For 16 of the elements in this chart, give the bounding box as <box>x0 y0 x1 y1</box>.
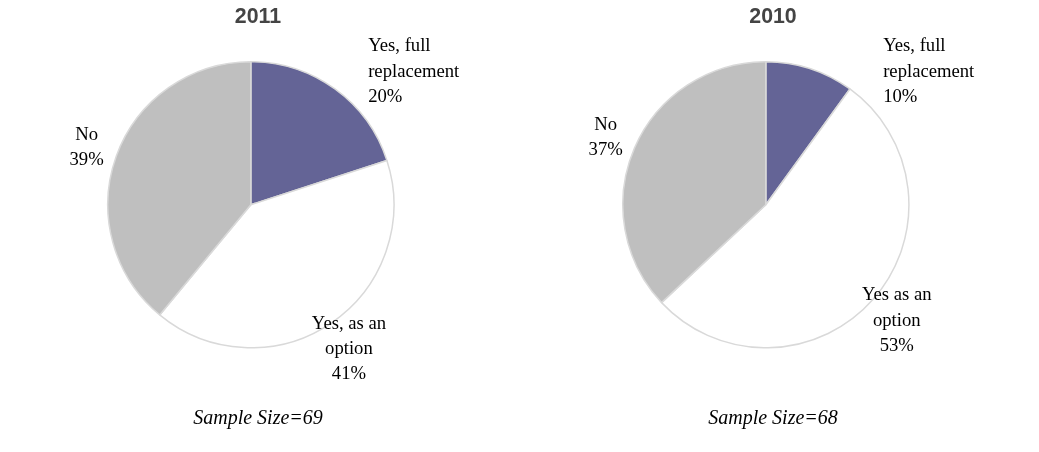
data-label: 10% <box>883 84 918 106</box>
data-label: 37% <box>588 138 623 160</box>
text: Sample Size=69 <box>193 406 323 430</box>
slice-label: Yes as an option <box>861 283 933 330</box>
slice-label: Yes, full replacement <box>883 34 976 81</box>
data-label: 53% <box>879 333 914 355</box>
chart-title: 2010 <box>749 3 797 28</box>
data-label: 20% <box>368 84 403 106</box>
chart-title: 2011 <box>234 3 282 28</box>
data-label: 39% <box>69 148 104 170</box>
slice-label: Yes, as an option <box>311 312 387 359</box>
slice-label: Yes, full replacement <box>368 34 461 81</box>
slice-label: No <box>75 123 99 145</box>
slice-label: No <box>594 112 618 134</box>
data-label: 41% <box>331 362 367 384</box>
text: Sample Size=68 <box>708 406 838 430</box>
